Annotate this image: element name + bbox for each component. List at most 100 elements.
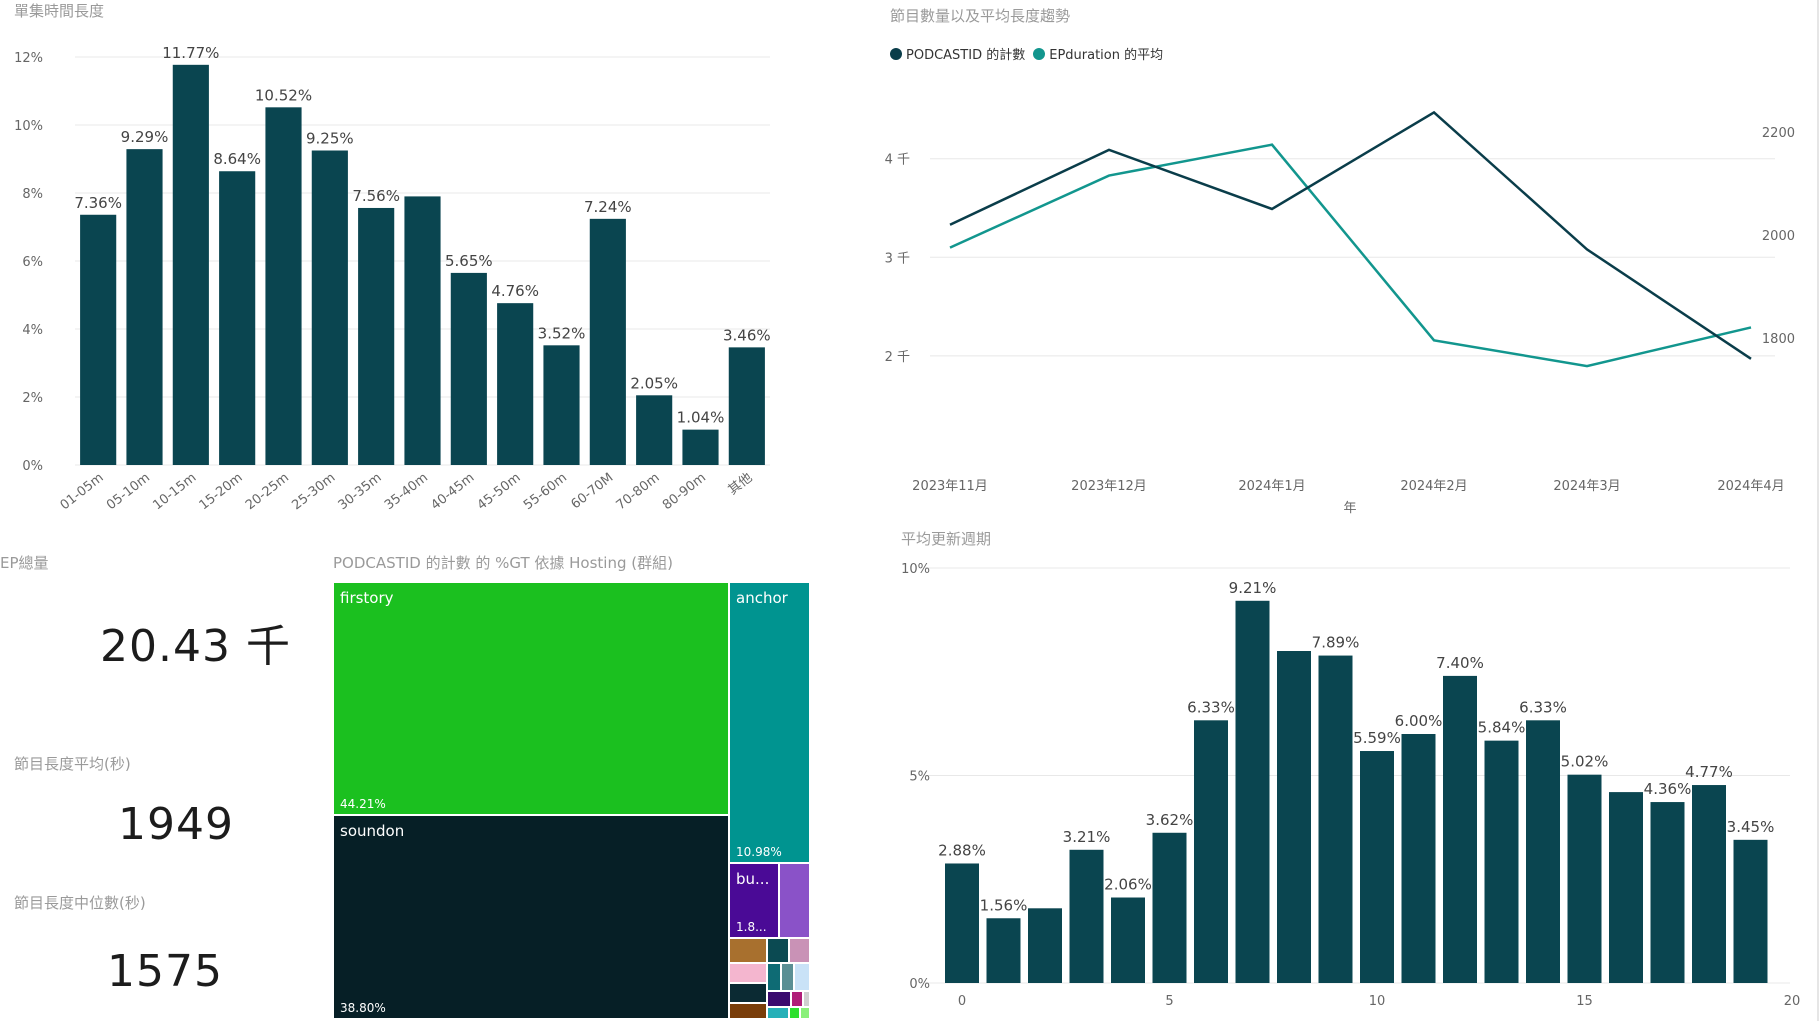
x-tick-label: 55-60m: [521, 470, 570, 513]
treemap-tile-small-6[interactable]: [767, 963, 781, 991]
avg-length-label: 節目長度平均(秒): [14, 755, 131, 773]
treemap-tile-small-8[interactable]: [794, 963, 810, 991]
treemap-pct-soundon: 38.80%: [340, 1001, 386, 1015]
data-label: 2.88%: [938, 841, 986, 859]
data-label: 11.77%: [162, 44, 219, 62]
x-axis-title: 年: [1343, 501, 1356, 516]
y-tick-label: 0%: [909, 977, 930, 992]
avg-length-value: 1949: [118, 799, 234, 850]
trend-chart-title: 節目數量以及平均長度趨勢: [890, 7, 1071, 25]
legend-item-count[interactable]: PODCASTID 的計數: [890, 44, 1025, 63]
bar: [1069, 849, 1104, 983]
bar: [1443, 675, 1477, 983]
y-tick-label: 2%: [22, 391, 43, 406]
x-tick-label: 45-50m: [475, 470, 524, 513]
legend-dot-duration: [1033, 47, 1046, 60]
x-tick-label: 其他: [726, 470, 756, 498]
treemap-tile-small-4[interactable]: [789, 938, 810, 963]
x-tick-label: 10: [1369, 994, 1386, 1009]
treemap-tile-firstory[interactable]: firstory 44.21%: [333, 582, 729, 815]
x-tick-label: 40-45m: [428, 470, 477, 513]
bar: [945, 863, 979, 983]
x-tick-label: 2024年4月: [1717, 479, 1784, 494]
x-tick-label: 15-20m: [197, 470, 246, 513]
hosting-treemap: firstory 44.21% soundon 38.80% anchor 10…: [333, 582, 810, 1019]
data-label: 8.64%: [213, 150, 261, 168]
treemap-tile-anchor[interactable]: anchor 10.98%: [729, 582, 810, 863]
duration-histogram: 0% 2% 4% 6% 8% 10% 12% 7.36% 01-05m 9.29% 05-10m 11…: [14, 44, 771, 513]
x-tick-label: 35-40m: [382, 470, 431, 513]
series-line-duration: [949, 143, 1752, 368]
data-label: 9.21%: [1229, 579, 1277, 597]
treemap-label-anchor: anchor: [736, 589, 788, 607]
treemap-tile-small-16[interactable]: [800, 1007, 810, 1019]
bar: [1650, 802, 1685, 983]
x-tick-label: 05-10m: [104, 470, 153, 513]
bar: [1028, 908, 1062, 983]
data-label: 7.40%: [1436, 654, 1484, 672]
data-label: 7.56%: [352, 187, 400, 205]
treemap-tile-small-13[interactable]: [729, 1003, 767, 1019]
treemap-tile-small-9[interactable]: [729, 983, 767, 1003]
treemap-tile-soundon[interactable]: soundon 38.80%: [333, 815, 729, 1019]
bar: [172, 64, 209, 465]
trend-legend[interactable]: PODCASTID 的計數 EPduration 的平均: [890, 44, 1171, 63]
y-tick-label: 4%: [22, 323, 43, 338]
bar: [1401, 734, 1436, 983]
bar: [80, 214, 117, 465]
treemap-tile-small-11[interactable]: [791, 991, 803, 1007]
y-tick-label: 10%: [14, 119, 43, 134]
bar: [1567, 774, 1602, 983]
series-line-count: [949, 110, 1752, 360]
treemap-tile-small-1[interactable]: [779, 863, 810, 938]
x-tick-label: 70-80m: [614, 470, 663, 513]
data-label: 10.52%: [255, 86, 312, 104]
trend-line-chart: 2 千 3 千 4 千 1800 2000 2200 2023年11月 2023年12月 202…: [885, 110, 1795, 516]
data-label: 7.36%: [74, 194, 122, 212]
y-tick-label: 8%: [22, 187, 43, 202]
x-tick-label: 30-35m: [336, 470, 385, 513]
left-y-tick-label: 4 千: [885, 153, 910, 168]
duration-hist-title: 單集時間長度: [14, 2, 105, 20]
treemap-tile-small-10[interactable]: [767, 991, 791, 1007]
treemap-title: PODCASTID 的計數 的 %GT 依據 Hosting (群組): [333, 554, 673, 572]
x-tick-label: 25-30m: [289, 470, 338, 513]
data-label: 5.59%: [1353, 729, 1401, 747]
ep-total-label: EP總量: [0, 554, 49, 572]
treemap-tile-bu[interactable]: bu... 1.8...: [729, 863, 779, 938]
x-tick-label: 2024年2月: [1400, 479, 1467, 494]
bar: [1152, 832, 1187, 983]
treemap-tile-small-12[interactable]: [803, 991, 810, 1007]
data-label: 4.36%: [1644, 780, 1692, 798]
legend-label-duration: EPduration 的平均: [1049, 48, 1164, 63]
right-y-tick-label: 2000: [1762, 229, 1795, 244]
bar: [1733, 839, 1768, 983]
treemap-tile-small-3[interactable]: [767, 938, 789, 963]
legend-item-duration[interactable]: EPduration 的平均: [1033, 44, 1163, 63]
bar: [1484, 740, 1519, 983]
treemap-tile-small-7[interactable]: [781, 963, 794, 991]
bar: [404, 196, 441, 465]
treemap-tile-small-5[interactable]: [729, 963, 767, 983]
bar: [1609, 792, 1643, 983]
bar: [1235, 600, 1270, 983]
bar: [1692, 785, 1726, 983]
bar: [543, 345, 580, 465]
right-edge-divider: [1817, 0, 1819, 1021]
x-tick-label: 60-70M: [568, 470, 616, 512]
x-tick-label: 2023年12月: [1071, 479, 1147, 494]
bar: [1360, 751, 1394, 983]
treemap-tile-small-14[interactable]: [767, 1007, 789, 1019]
x-tick-label: 2023年11月: [912, 479, 988, 494]
data-label: 4.77%: [1685, 763, 1733, 781]
treemap-tile-small-15[interactable]: [789, 1007, 800, 1019]
bar: [126, 149, 163, 465]
bar: [1277, 651, 1311, 983]
treemap-label-firstory: firstory: [340, 589, 394, 607]
data-label: 7.89%: [1312, 634, 1360, 652]
treemap-tile-small-2[interactable]: [729, 938, 767, 963]
bar: [682, 429, 719, 465]
median-length-value: 1575: [107, 946, 223, 997]
data-label: 9.25%: [306, 130, 354, 148]
data-label: 2.05%: [630, 374, 678, 392]
